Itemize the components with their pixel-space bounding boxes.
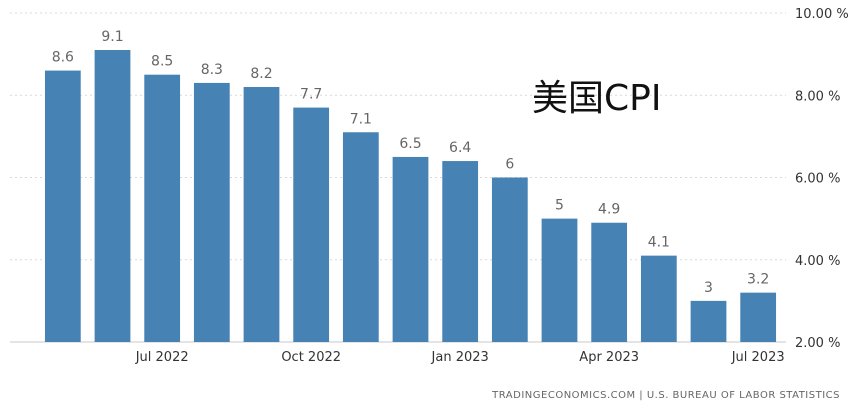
bar (392, 156, 429, 342)
bar-value-label: 7.7 (300, 87, 322, 103)
bars (44, 50, 777, 343)
x-tick-label: Oct 2022 (281, 350, 341, 365)
bar (94, 50, 131, 342)
bar-value-label: 6 (505, 157, 514, 173)
bar-value-label: 3 (704, 280, 713, 296)
bar (243, 87, 280, 343)
bar (193, 82, 230, 342)
x-tick-label: Apr 2023 (579, 350, 639, 365)
bar-value-label: 3.2 (747, 272, 769, 288)
bar (640, 255, 677, 342)
bar-value-label: 9.1 (101, 29, 123, 45)
x-axis: Jul 2022 Oct 2022 Jan 2023 Apr 2023 Jul 2023 (135, 350, 785, 365)
y-tick-label: 2.00 % (795, 336, 840, 351)
bar (491, 177, 528, 342)
bar (442, 161, 479, 342)
y-tick-label: 4.00 % (795, 254, 840, 269)
bar-value-label: 8.3 (201, 62, 223, 78)
x-tick-label: Jul 2022 (135, 350, 189, 365)
bar-value-label: 6.5 (399, 136, 421, 152)
y-tick-label: 6.00 % (795, 172, 840, 187)
bar (44, 70, 81, 342)
y-tick-label: 10.00 % (795, 7, 849, 22)
bar-value-label: 5 (555, 198, 564, 214)
bar-value-label: 6.4 (449, 140, 471, 156)
y-axis: 2.00 % 4.00 % 6.00 % 8.00 % 10.00 % (795, 7, 849, 351)
bar-value-label: 4.1 (648, 235, 670, 251)
x-tick-label: Jul 2023 (731, 350, 785, 365)
bar-value-label: 4.9 (598, 202, 620, 218)
bar (690, 300, 727, 342)
bar-value-label: 8.2 (250, 66, 272, 82)
bar (144, 74, 181, 342)
bar (740, 292, 777, 342)
bar (293, 107, 330, 343)
source-note: TRADINGECONOMICS.COM | U.S. BUREAU OF LA… (491, 390, 840, 401)
chart-title: 美国CPI (532, 78, 661, 119)
bar-value-label: 8.6 (52, 50, 74, 66)
data-labels: 8.6 9.1 8.5 8.3 8.2 7.7 7.1 6.5 6.4 6 5 4.9 4.1 3 3.2 (52, 29, 770, 296)
bar (591, 222, 628, 342)
bar (541, 218, 578, 342)
x-tick-label: Jan 2023 (431, 350, 489, 365)
bar (342, 132, 379, 342)
y-tick-label: 8.00 % (795, 89, 840, 104)
bar-value-label: 7.1 (350, 111, 372, 127)
bar-value-label: 8.5 (151, 54, 173, 70)
